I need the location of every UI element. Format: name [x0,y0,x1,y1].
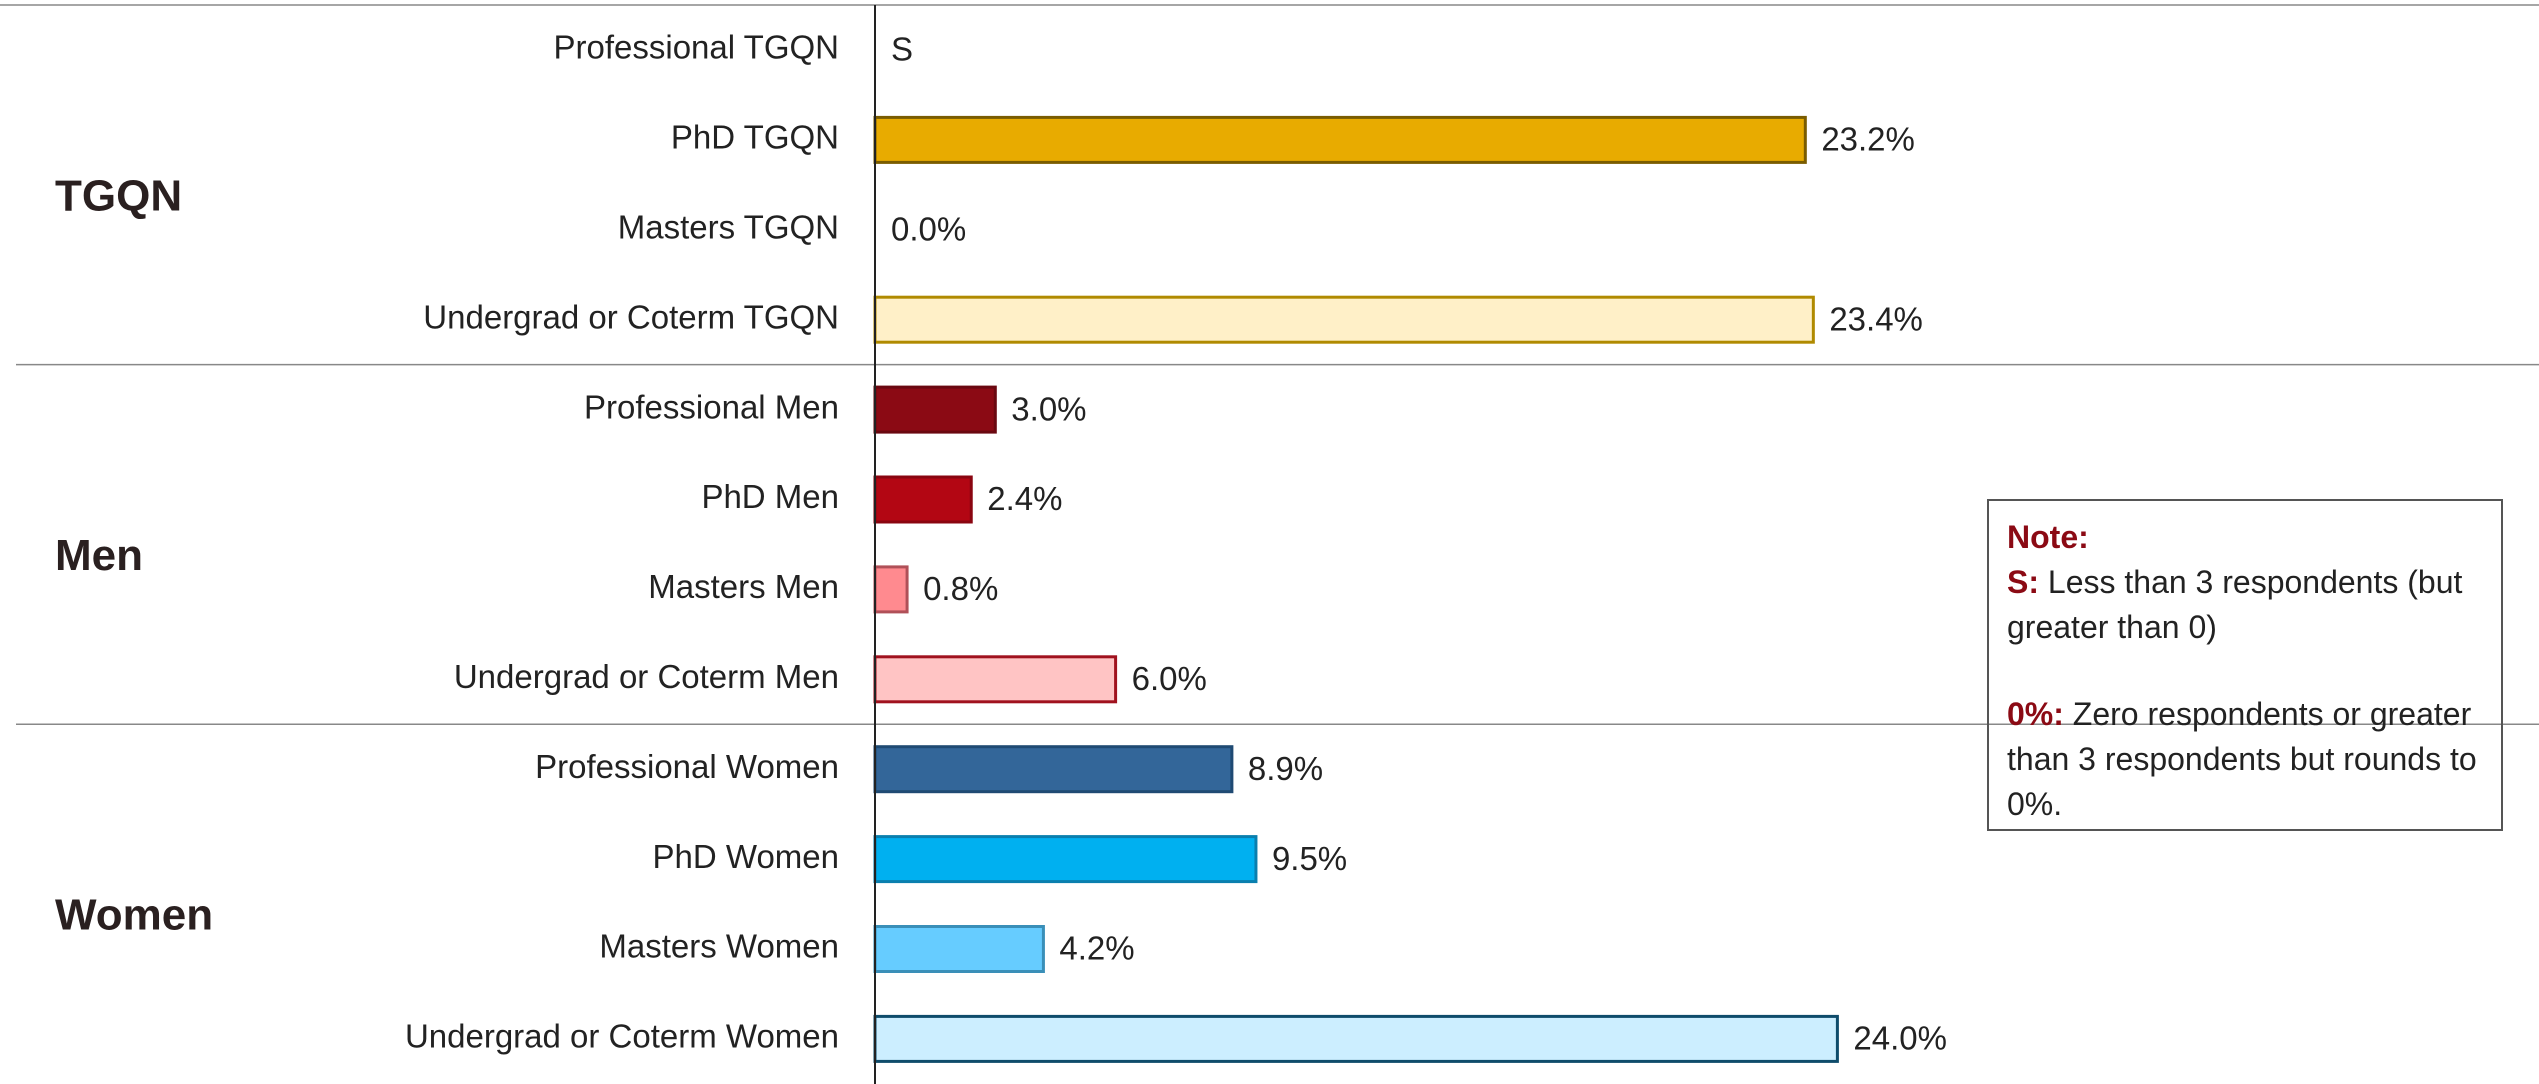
group-label: Men [55,531,143,580]
note-key: S: [2007,564,2039,600]
note-key: 0%: [2007,696,2064,732]
category-label: Masters Women [599,928,839,965]
value-label: 3.0% [1011,390,1086,427]
bar [873,475,973,524]
note-text: Less than 3 respondents (but greater tha… [2007,564,2463,645]
note-text: Zero respondents or greater than 3 respo… [2007,696,2477,822]
value-label: 8.9% [1248,750,1323,787]
category-label: Masters Men [648,568,839,605]
bar [873,565,909,614]
bar [873,745,1234,794]
value-label: S [891,31,913,68]
value-label: 23.4% [1829,300,1923,337]
category-label: Masters TGQN [618,209,839,246]
note-item: S: Less than 3 respondents (but greater … [2007,560,2483,650]
bar [873,115,1807,164]
bar [873,385,997,434]
category-label: PhD Men [701,478,839,515]
value-label: 0.8% [923,570,998,607]
value-label: 23.2% [1821,121,1915,158]
bar [873,1014,1839,1063]
category-label: Undergrad or Coterm Men [454,658,839,695]
value-label: 9.5% [1272,840,1347,877]
value-label: 6.0% [1132,660,1207,697]
group-label: TGQN [55,171,182,220]
group-label: Women [55,891,213,940]
value-label: 4.2% [1059,930,1134,967]
note-title: Note: [2007,519,2089,555]
bar [873,835,1258,884]
note-box: Note: S: Less than 3 respondents (but gr… [1987,499,2503,831]
value-label: 2.4% [987,480,1062,517]
note-item: 0%: Zero respondents or greater than 3 r… [2007,692,2483,827]
bar [873,295,1815,344]
category-label: PhD TGQN [671,119,839,156]
category-label: Professional TGQN [554,29,840,66]
category-label: PhD Women [653,838,839,875]
category-label: Undergrad or Coterm TGQN [423,298,839,335]
value-label: 0.0% [891,211,966,248]
category-label: Professional Women [535,748,839,785]
category-label: Undergrad or Coterm Women [405,1018,839,1055]
category-label: Professional Men [584,388,839,425]
value-label: 24.0% [1853,1020,1947,1057]
bar [873,655,1118,704]
bar [873,925,1045,973]
